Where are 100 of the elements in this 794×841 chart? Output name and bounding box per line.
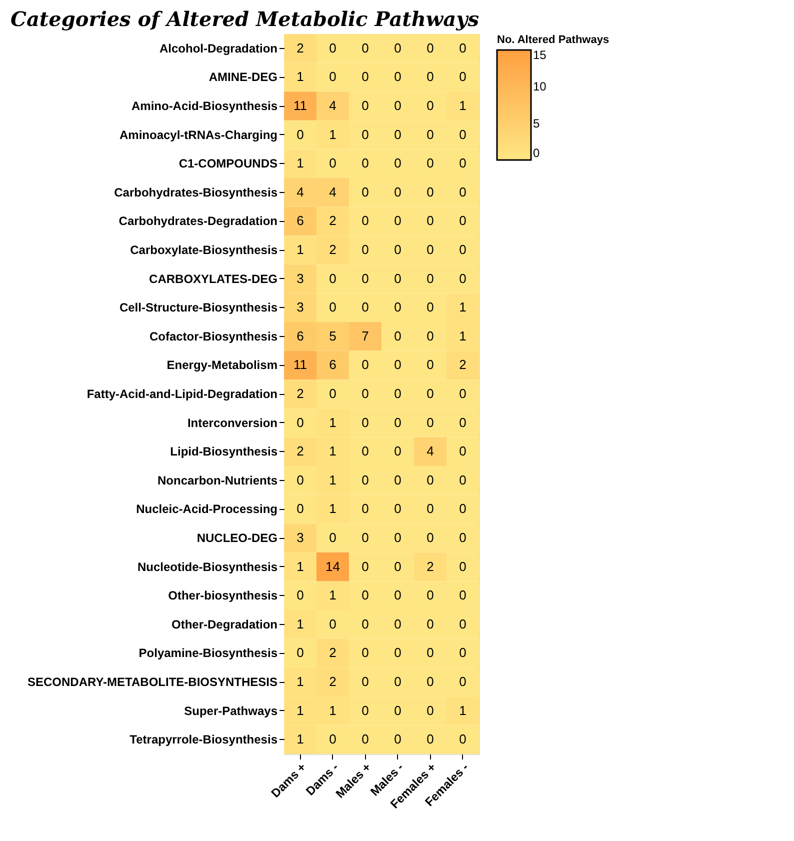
- data-label: 1: [296, 702, 304, 718]
- data-label: 1: [459, 702, 466, 718]
- data-label: 1: [329, 588, 336, 603]
- y-tick-label: Nucleic-Acid-Processing: [136, 502, 278, 516]
- data-label: 0: [394, 40, 402, 56]
- data-label: 0: [426, 357, 434, 372]
- data-label: 0: [459, 213, 466, 228]
- data-label: 0: [329, 40, 336, 56]
- y-tick-label: Other-biosynthesis: [168, 588, 278, 603]
- data-label: 0: [426, 674, 434, 689]
- data-label: 1: [296, 558, 304, 574]
- data-label: 0: [362, 242, 369, 257]
- data-label: 0: [362, 732, 369, 747]
- data-label: 0: [426, 530, 434, 545]
- data-label: 0: [459, 126, 466, 142]
- data-label: 0: [426, 645, 434, 660]
- y-tick-label: Interconversion: [187, 416, 278, 430]
- data-label: 0: [394, 472, 402, 488]
- data-label: 0: [394, 501, 402, 516]
- data-label: 0: [362, 472, 369, 488]
- data-label: 3: [296, 530, 304, 545]
- y-tick-label: Cell-Structure-Biosynthesis: [119, 300, 278, 315]
- data-label: 0: [426, 616, 434, 632]
- data-label: 1: [296, 674, 304, 689]
- y-tick-label: Polyamine-Biosynthesis: [138, 646, 278, 660]
- data-label: 0: [459, 444, 466, 459]
- data-label: 0: [362, 702, 369, 718]
- data-label: 2: [329, 242, 336, 257]
- data-label: 1: [329, 702, 336, 718]
- data-label: 0: [426, 98, 434, 113]
- data-label: 0: [394, 126, 402, 142]
- color-bar-label: 0: [533, 146, 540, 160]
- data-label: 0: [426, 328, 434, 344]
- data-label: 0: [362, 501, 369, 516]
- data-label: 0: [394, 645, 402, 660]
- data-label: 0: [329, 69, 336, 84]
- color-bar-label: 5: [533, 116, 540, 130]
- data-label: 0: [394, 300, 402, 315]
- data-label: 6: [296, 213, 304, 228]
- y-tick-label: SECONDARY-METABOLITE-BIOSYNTHESIS: [27, 675, 278, 689]
- data-label: 0: [296, 645, 304, 660]
- data-label: 0: [362, 645, 369, 660]
- data-label: 0: [362, 69, 369, 84]
- data-label: 0: [459, 242, 466, 257]
- data-label: 4: [329, 184, 336, 200]
- data-label: 0: [394, 588, 402, 603]
- data-label: 1: [329, 126, 336, 142]
- y-tick-label: CARBOXYLATES-DEG: [149, 272, 278, 286]
- data-label: 0: [426, 386, 434, 401]
- y-tick-label: Carboxylate-Biosynthesis: [130, 243, 278, 257]
- data-label: 0: [329, 530, 336, 545]
- data-label: 0: [459, 472, 466, 488]
- data-label: 0: [426, 213, 434, 228]
- data-label: 2: [459, 357, 466, 372]
- y-tick-label: Carbohydrates-Degradation: [118, 214, 278, 228]
- data-label: 2: [296, 40, 304, 56]
- data-label: 0: [296, 588, 304, 603]
- data-label: 1: [329, 414, 336, 430]
- data-label: 4: [426, 444, 434, 459]
- data-label: 0: [426, 156, 434, 171]
- data-label: 14: [326, 558, 340, 574]
- data-label: 0: [394, 242, 402, 257]
- data-label: 0: [459, 270, 466, 286]
- data-label: 6: [296, 328, 304, 344]
- data-label: 0: [426, 501, 434, 516]
- data-label: 0: [394, 213, 402, 228]
- color-bar-title: No. Altered Pathways: [497, 34, 610, 46]
- data-label: 0: [459, 386, 466, 401]
- data-label: 0: [459, 184, 466, 200]
- data-label: 0: [329, 732, 336, 747]
- data-label: 0: [362, 300, 369, 315]
- data-label: 0: [362, 386, 369, 401]
- data-label: 0: [362, 444, 369, 459]
- data-label: 0: [459, 674, 466, 689]
- data-label: 1: [296, 732, 304, 747]
- data-label: 0: [459, 616, 466, 632]
- data-label: 0: [296, 501, 304, 516]
- data-label: 0: [362, 588, 369, 603]
- data-label: 0: [329, 616, 336, 632]
- data-label: 7: [362, 328, 369, 344]
- data-label: 0: [362, 558, 369, 574]
- data-label: 1: [296, 242, 304, 257]
- data-label: 0: [426, 270, 434, 286]
- data-label: 0: [362, 126, 369, 142]
- data-label: 0: [329, 156, 336, 171]
- data-label: 0: [362, 357, 369, 372]
- y-tick-label: Amino-Acid-Biosynthesis: [131, 99, 278, 113]
- data-label: 1: [296, 69, 304, 84]
- data-label: 11: [294, 357, 307, 372]
- y-tick-label: Tetrapyrrole-Biosynthesis: [130, 732, 278, 747]
- data-label: 2: [329, 213, 336, 228]
- data-label: 0: [426, 69, 434, 84]
- data-label: 1: [329, 501, 336, 516]
- data-label: 1: [296, 616, 304, 632]
- data-label: 0: [459, 530, 466, 545]
- data-label: 4: [329, 98, 336, 113]
- data-label: 0: [426, 40, 434, 56]
- data-label: 0: [426, 184, 434, 200]
- data-label: 0: [394, 156, 402, 171]
- data-label: 0: [394, 98, 402, 113]
